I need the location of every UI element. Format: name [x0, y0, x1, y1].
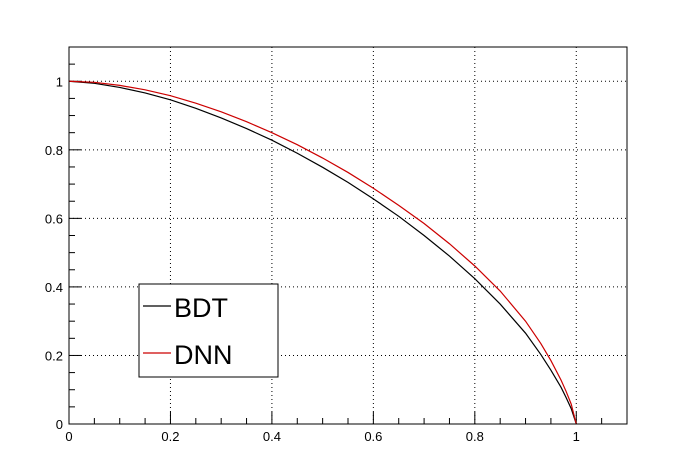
axis-tick-labels: 0 0.2 0.4 0.6 0.8 1 0 0.2 0.4 0.6 0.8 1: [45, 74, 580, 444]
data-series: [68, 80, 577, 425]
x-tick-label: 0.8: [466, 429, 484, 444]
y-tick-label: 0.8: [45, 143, 63, 158]
y-tick-label: 0.4: [45, 280, 63, 295]
legend-box: [138, 283, 279, 378]
legend-label-dnn: DNN: [174, 340, 233, 370]
x-tick-label: 1: [573, 429, 580, 444]
curve-bdt: [68, 80, 577, 425]
y-tick-label: 0.2: [45, 348, 63, 363]
x-tick-label: 0.2: [161, 429, 179, 444]
legend-label-bdt: BDT: [174, 293, 228, 323]
y-tick-label: 1: [56, 74, 63, 89]
y-tick-label: 0: [56, 417, 63, 432]
curve-dnn: [68, 80, 577, 425]
x-tick-label: 0: [65, 429, 72, 444]
x-tick-label: 0.6: [364, 429, 382, 444]
legend: BDT DNN: [138, 283, 279, 378]
plot-frame: [68, 46, 628, 425]
x-tick-label: 0.4: [263, 429, 281, 444]
y-tick-label: 0.6: [45, 211, 63, 226]
